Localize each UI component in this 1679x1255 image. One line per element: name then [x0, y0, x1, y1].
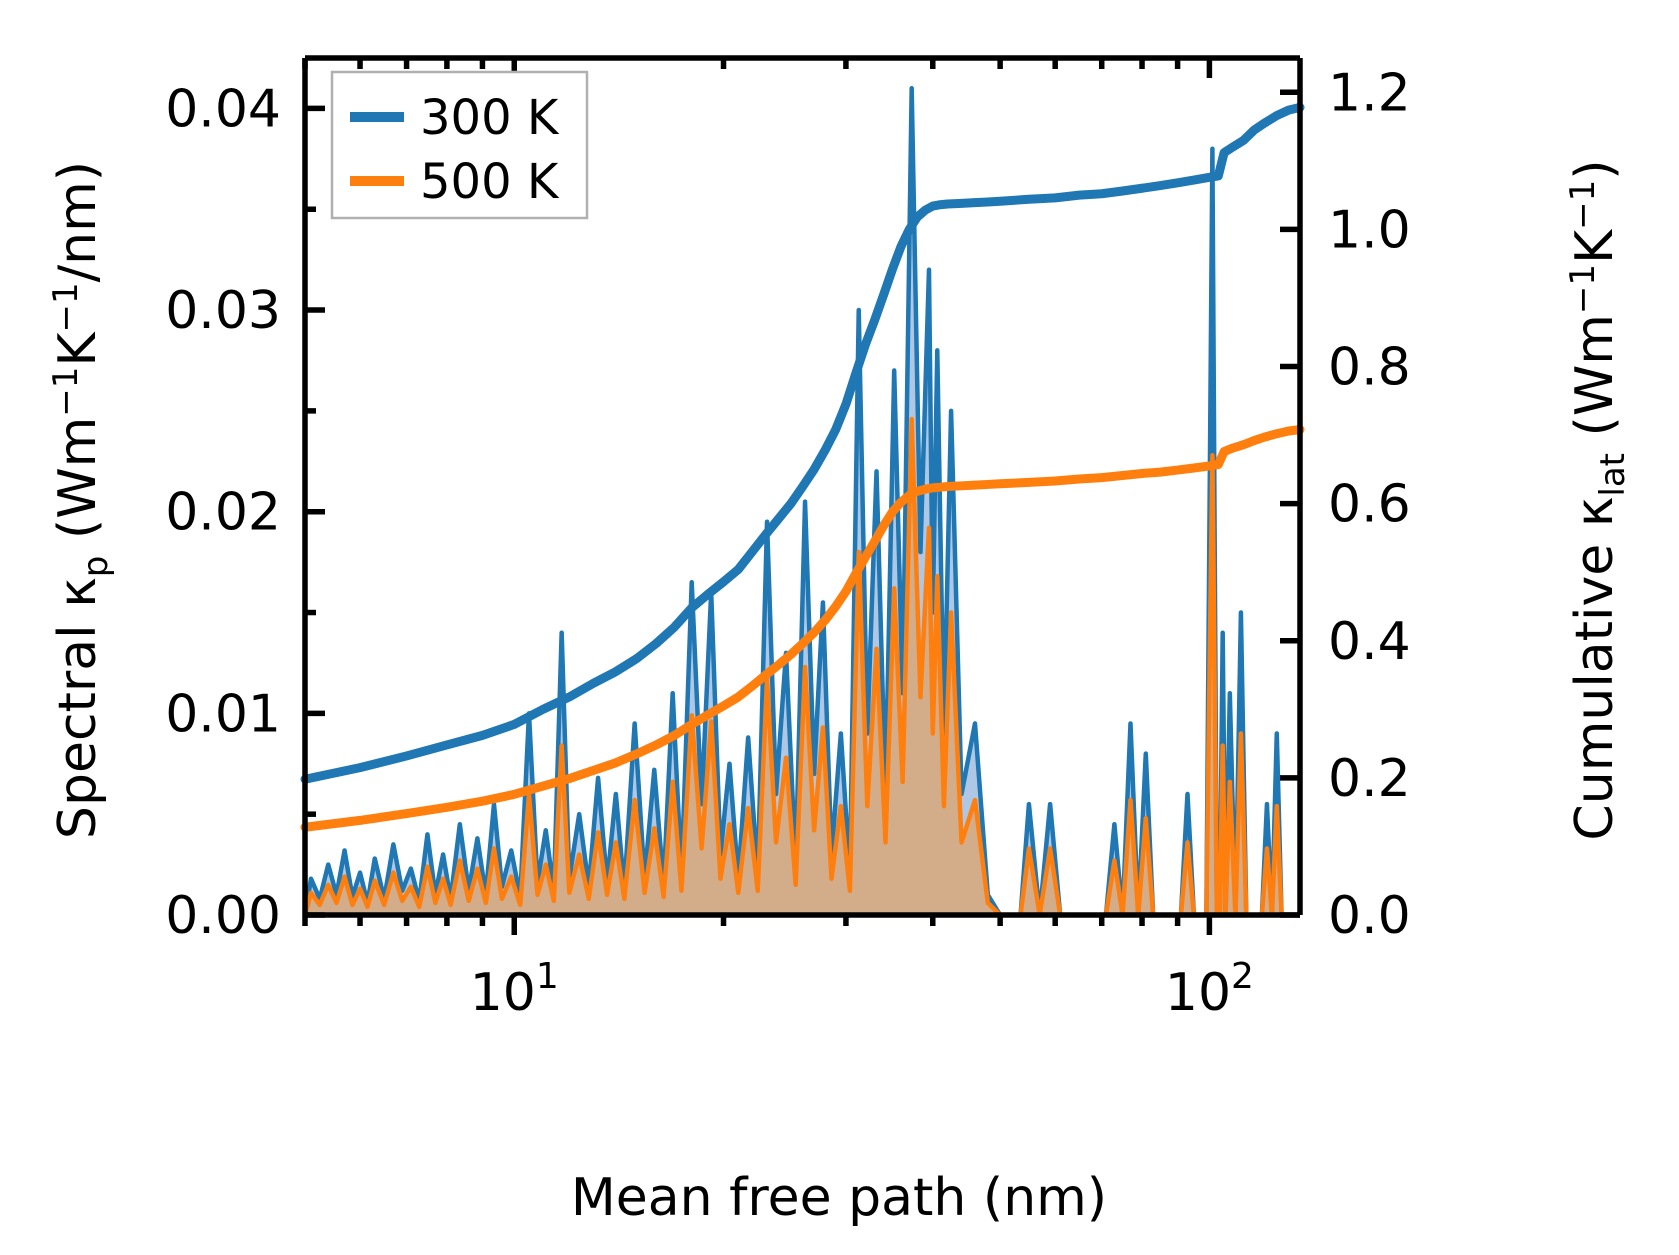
y-right-tick-label: 0.2 [1328, 749, 1411, 809]
y-right-tick-label: 0.8 [1328, 338, 1411, 398]
cumulative-line-500k [300, 425, 1305, 832]
y-left-tick-label: 0.01 [165, 684, 281, 744]
legend-box [330, 70, 589, 220]
ylabel-right-d: ) [1565, 159, 1625, 179]
ylabel-right-a: Cumulative κ [1565, 497, 1625, 841]
svg-text:Cumulative κlat (Wm−1K−1): Cumulative κlat (Wm−1K−1) [1563, 159, 1633, 840]
x-tick-label: 101 [470, 956, 559, 1023]
axes-layer [302, 55, 1303, 935]
spectral-line-300k [302, 86, 1289, 918]
y-left-tick-label: 0.00 [165, 886, 281, 946]
legend-label-300k: 300 K [420, 90, 560, 146]
svg-text:Spectral κp (Wm−1K−1/nm): Spectral κp (Wm−1K−1/nm) [46, 161, 116, 839]
y-right-tick-label: 1.0 [1328, 200, 1411, 260]
y-axis-title-right: Cumulative κlat (Wm−1K−1) [1563, 159, 1633, 840]
y-left-tick-label: 0.03 [165, 281, 281, 341]
ylabel-left-sup2: −1 [46, 282, 86, 332]
ylabel-left-sup1: −1 [46, 367, 86, 417]
legend-label-500k: 500 K [420, 154, 560, 210]
x-axis-title: Mean free path (nm) [571, 1168, 1107, 1228]
ylabel-left-a: Spectral κ [48, 577, 108, 839]
y-right-tick-label: 0.4 [1328, 612, 1411, 672]
y-left-tick-label: 0.04 [165, 79, 281, 139]
ylabel-right-sub: lat [1593, 453, 1633, 497]
spectral-lines [302, 86, 1289, 918]
y-left-tick-label: 0.02 [165, 483, 281, 543]
y-right-tick-label: 0.6 [1328, 475, 1411, 535]
cumulative-lines [300, 102, 1305, 832]
ylabel-right-c: K [1565, 228, 1625, 264]
legend[interactable]: 300 K 500 K [330, 70, 589, 220]
ylabel-right-b: (Wm [1565, 314, 1625, 453]
y-axis-title-left: Spectral κp (Wm−1K−1/nm) [46, 161, 116, 839]
ylabel-left-b: (Wm [48, 417, 108, 556]
spectral-line-500k [302, 416, 1289, 918]
cumulative-line-300k [300, 102, 1305, 784]
ylabel-right-sup2: −1 [1563, 180, 1603, 230]
tick-labels-layer: 101 102 0.00 0.01 0.02 0.03 0.04 0.0 0.2 0.4 0.6 0.… [165, 63, 1410, 1023]
y-right-tick-label: 0.0 [1328, 886, 1411, 946]
ylabel-left-c: K [48, 331, 108, 367]
ylabel-left-sub: p [76, 556, 116, 578]
y-right-tick-label: 1.2 [1328, 63, 1411, 123]
ylabel-right-sup1: −1 [1563, 264, 1603, 314]
x-tick-label: 102 [1165, 956, 1254, 1023]
ylabel-left-d: /nm) [48, 161, 108, 282]
